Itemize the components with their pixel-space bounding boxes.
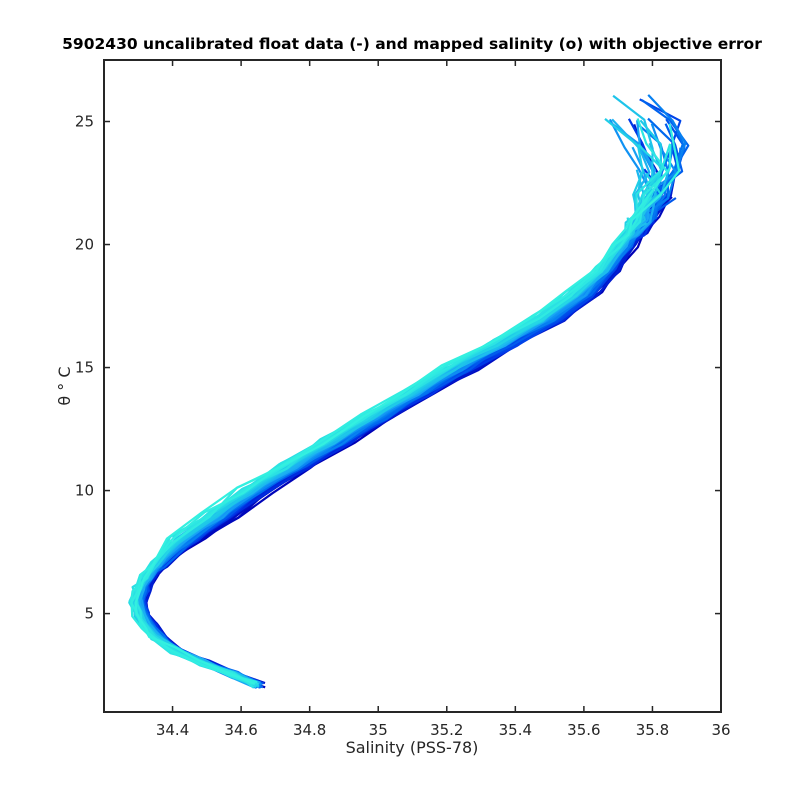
profile-line [133,143,664,688]
profile-line [134,169,645,687]
profile-line [135,94,654,686]
profile-line [141,192,667,686]
y-tick-label: 5 [84,605,94,623]
profile-line [131,219,640,686]
profile-line [139,122,670,685]
profile-line [134,220,640,687]
profile-line [130,172,662,688]
profile-line [140,147,682,689]
y-tick-label: 20 [75,236,94,254]
x-tick-label: 35.6 [567,721,600,739]
profile-line [140,192,673,689]
profile-line [135,219,638,688]
x-axis: 34.4 34.6 34.8 35 35.2 35.4 35.6 35.8 36 [156,60,731,739]
x-tick-label: 35 [369,721,388,739]
profile-line [129,119,663,687]
x-tick-label: 35.8 [636,721,669,739]
x-tick-label: 36 [711,721,730,739]
profile-line [132,217,641,685]
profile-line [139,145,675,684]
chart-title: 5902430 uncalibrated float data (-) and … [62,35,762,53]
plot-frame [103,59,722,713]
x-tick-label: 35.4 [499,721,532,739]
y-tick-label: 15 [75,359,94,377]
profile-line [142,171,667,685]
x-tick-label: 35.2 [430,721,463,739]
profile-line [132,171,646,684]
profile-line [131,168,671,689]
profile-line [130,143,672,689]
profile-line [128,217,632,684]
profile-line [134,195,649,684]
profile-line [138,168,664,689]
profile-line [140,196,653,686]
profile-line [128,196,652,686]
profile-line [134,123,681,685]
profile-line [136,194,656,685]
x-axis-label: Salinity (PSS-78) [346,738,479,757]
x-tick-label: 34.8 [293,721,326,739]
profile-line [139,170,677,685]
y-axis: 5 10 15 20 25 [75,113,721,623]
profile-line [137,194,660,685]
profile-line [142,193,671,689]
profiles-layer [128,94,690,689]
x-tick-label: 34.4 [156,721,189,739]
y-tick-label: 25 [75,113,94,131]
profile-line [138,193,658,684]
y-tick-label: 10 [75,482,94,500]
x-tick-label: 34.6 [224,721,257,739]
profile-line [130,193,651,685]
profile-line [130,170,663,687]
profile-line [136,197,652,688]
y-axis-label: θ ° C [55,366,74,405]
profile-line [142,192,670,688]
